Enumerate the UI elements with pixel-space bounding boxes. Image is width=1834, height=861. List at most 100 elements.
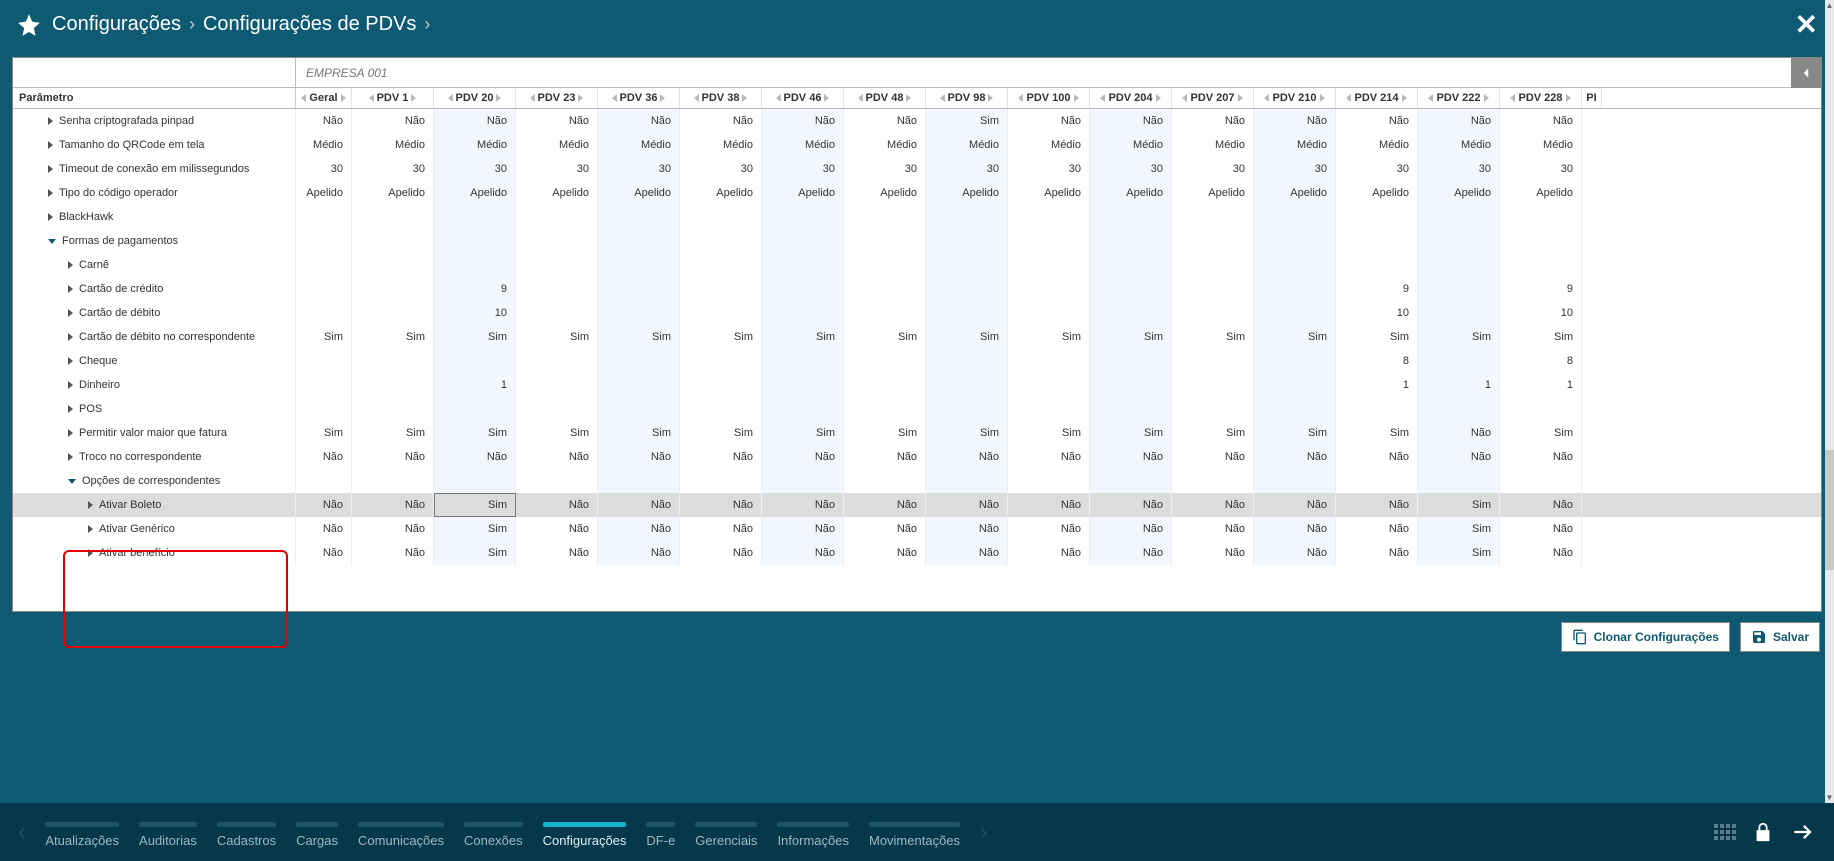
cell[interactable] <box>516 397 598 421</box>
cell[interactable]: 1 <box>1336 373 1418 397</box>
cell[interactable]: Médio <box>926 133 1008 157</box>
cell[interactable] <box>1172 349 1254 373</box>
cell[interactable]: Médio <box>352 133 434 157</box>
table-row[interactable]: Ativar BoletoNãoNãoSimNãoNãoNãoNãoNãoNão… <box>13 493 1821 517</box>
cell[interactable] <box>516 469 598 493</box>
cell[interactable]: Não <box>1172 109 1254 133</box>
cell[interactable] <box>1254 373 1336 397</box>
cell[interactable] <box>1254 229 1336 253</box>
cell[interactable]: 30 <box>1336 157 1418 181</box>
caret-right-icon[interactable] <box>68 261 73 269</box>
cell[interactable] <box>1418 397 1500 421</box>
cell-geral[interactable] <box>296 301 352 325</box>
param-cell[interactable]: POS <box>13 397 296 421</box>
param-cell[interactable]: Cheque <box>13 349 296 373</box>
cell-geral[interactable]: Sim <box>296 325 352 349</box>
cell[interactable]: 1 <box>1500 373 1582 397</box>
cell[interactable] <box>434 229 516 253</box>
cell[interactable]: Sim <box>1008 421 1090 445</box>
cell[interactable]: Médio <box>516 133 598 157</box>
cell[interactable] <box>926 469 1008 493</box>
cell[interactable]: Não <box>1008 517 1090 541</box>
cell[interactable] <box>516 373 598 397</box>
table-row[interactable]: Opções de correspondentes <box>13 469 1821 493</box>
cell[interactable] <box>352 205 434 229</box>
caret-right-icon[interactable] <box>48 117 53 125</box>
cell[interactable]: Não <box>1008 109 1090 133</box>
cell[interactable]: Não <box>1500 445 1582 469</box>
cell[interactable]: Não <box>1172 541 1254 565</box>
cell[interactable]: Sim <box>926 109 1008 133</box>
cell[interactable]: Sim <box>1090 421 1172 445</box>
param-cell[interactable]: Dinheiro <box>13 373 296 397</box>
cell[interactable] <box>1500 253 1582 277</box>
caret-right-icon[interactable] <box>68 333 73 341</box>
cell[interactable] <box>1336 205 1418 229</box>
cell[interactable]: 30 <box>844 157 926 181</box>
cell[interactable] <box>1172 397 1254 421</box>
cell[interactable] <box>598 253 680 277</box>
table-row[interactable]: Permitir valor maior que faturaSimSimSim… <box>13 421 1821 445</box>
cell[interactable]: Não <box>1254 541 1336 565</box>
cell[interactable] <box>762 205 844 229</box>
cell[interactable]: Sim <box>762 421 844 445</box>
cell[interactable]: Sim <box>1418 541 1500 565</box>
cell[interactable] <box>1008 229 1090 253</box>
cell[interactable]: Não <box>1008 541 1090 565</box>
cell[interactable]: Não <box>1500 517 1582 541</box>
cell[interactable]: Sim <box>352 325 434 349</box>
cell[interactable]: Apelido <box>1254 181 1336 205</box>
col-head[interactable]: PDV 1 <box>352 88 434 108</box>
cell[interactable]: Não <box>844 445 926 469</box>
cell[interactable]: Médio <box>1500 133 1582 157</box>
caret-right-icon[interactable] <box>68 429 73 437</box>
cell[interactable] <box>926 373 1008 397</box>
cell[interactable] <box>598 373 680 397</box>
cell[interactable] <box>1418 277 1500 301</box>
footer-tab[interactable]: DF-e <box>646 816 675 848</box>
cell-geral[interactable]: Apelido <box>296 181 352 205</box>
cell[interactable] <box>762 229 844 253</box>
caret-right-icon[interactable] <box>68 405 73 413</box>
footer-tab[interactable]: Comunicações <box>358 816 444 848</box>
param-cell[interactable]: Senha criptografada pinpad <box>13 109 296 133</box>
cell[interactable]: Não <box>516 445 598 469</box>
cell[interactable] <box>352 349 434 373</box>
cell[interactable]: Sim <box>434 325 516 349</box>
cell[interactable]: 9 <box>434 277 516 301</box>
cell[interactable]: Não <box>680 493 762 517</box>
cell[interactable] <box>516 349 598 373</box>
cell[interactable]: Não <box>1254 109 1336 133</box>
cell[interactable]: Sim <box>1336 421 1418 445</box>
cell[interactable] <box>1418 349 1500 373</box>
cell[interactable]: Apelido <box>1172 181 1254 205</box>
cell[interactable] <box>680 397 762 421</box>
table-row[interactable]: Formas de pagamentos <box>13 229 1821 253</box>
cell[interactable] <box>434 397 516 421</box>
cell[interactable] <box>598 229 680 253</box>
cell[interactable] <box>926 277 1008 301</box>
cell[interactable]: Sim <box>1336 325 1418 349</box>
arrow-right-icon[interactable] <box>1790 819 1816 845</box>
cell[interactable] <box>926 229 1008 253</box>
table-row[interactable]: BlackHawk <box>13 205 1821 229</box>
cell[interactable]: 30 <box>762 157 844 181</box>
cell[interactable]: Sim <box>1008 325 1090 349</box>
col-head[interactable]: PDV 222 <box>1418 88 1500 108</box>
cell[interactable]: Não <box>844 517 926 541</box>
cell[interactable]: Não <box>926 445 1008 469</box>
cell[interactable] <box>1008 373 1090 397</box>
cell[interactable] <box>434 349 516 373</box>
cell[interactable]: 10 <box>1500 301 1582 325</box>
cell[interactable] <box>1254 301 1336 325</box>
footer-tab[interactable]: Gerenciais <box>695 816 757 848</box>
cell[interactable]: Sim <box>598 325 680 349</box>
cell[interactable]: Não <box>1418 109 1500 133</box>
cell[interactable]: Não <box>1172 517 1254 541</box>
cell[interactable]: Médio <box>598 133 680 157</box>
param-cell[interactable]: Tipo do código operador <box>13 181 296 205</box>
cell[interactable] <box>1418 205 1500 229</box>
col-parametro[interactable]: Parâmetro <box>13 88 296 108</box>
cell[interactable] <box>680 253 762 277</box>
caret-right-icon[interactable] <box>48 141 53 149</box>
